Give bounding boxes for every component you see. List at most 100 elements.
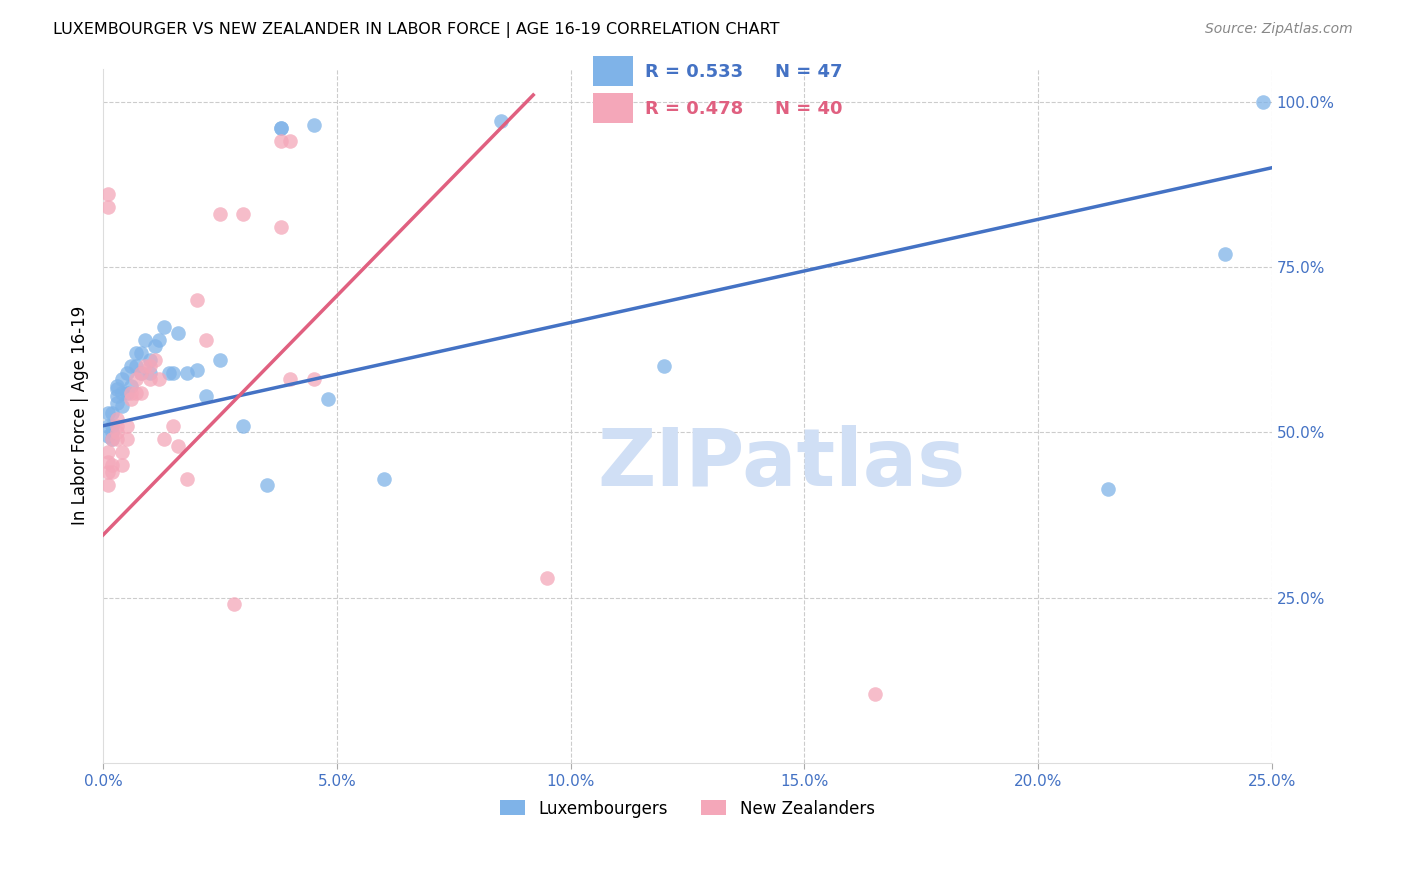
Point bbox=[120, 359, 142, 374]
Point bbox=[186, 362, 208, 376]
Point bbox=[270, 121, 292, 136]
Point bbox=[101, 458, 124, 473]
Point bbox=[111, 385, 134, 400]
Point bbox=[97, 405, 120, 419]
Point bbox=[120, 385, 142, 400]
Point bbox=[176, 366, 198, 380]
Point bbox=[139, 359, 162, 374]
Point bbox=[111, 372, 134, 386]
Point bbox=[125, 346, 148, 360]
Point bbox=[162, 366, 184, 380]
Point bbox=[208, 207, 231, 221]
Point bbox=[120, 392, 142, 407]
Point bbox=[111, 445, 134, 459]
Text: R = 0.533: R = 0.533 bbox=[645, 62, 744, 80]
Legend: Luxembourgers, New Zealanders: Luxembourgers, New Zealanders bbox=[494, 793, 882, 824]
Point bbox=[256, 478, 278, 492]
Point bbox=[125, 385, 148, 400]
Point bbox=[1097, 482, 1119, 496]
Point bbox=[101, 425, 124, 440]
Point bbox=[115, 432, 138, 446]
Point bbox=[153, 319, 176, 334]
Bar bbox=[593, 94, 633, 123]
Point bbox=[153, 432, 176, 446]
Point bbox=[316, 392, 339, 407]
Point bbox=[129, 366, 152, 380]
Point bbox=[186, 293, 208, 307]
Point bbox=[302, 372, 325, 386]
Point bbox=[652, 359, 675, 374]
Point bbox=[134, 333, 156, 347]
Point bbox=[302, 118, 325, 132]
Point bbox=[134, 359, 156, 374]
Point bbox=[222, 598, 245, 612]
Y-axis label: In Labor Force | Age 16-19: In Labor Force | Age 16-19 bbox=[72, 306, 89, 525]
Point bbox=[232, 418, 254, 433]
Text: N = 40: N = 40 bbox=[775, 100, 842, 118]
Point bbox=[111, 458, 134, 473]
Point bbox=[101, 465, 124, 479]
Point bbox=[157, 366, 180, 380]
Point bbox=[143, 352, 166, 367]
Point bbox=[120, 379, 142, 393]
Point bbox=[195, 333, 218, 347]
Point bbox=[115, 418, 138, 433]
Point bbox=[101, 432, 124, 446]
Point bbox=[105, 379, 128, 393]
Point bbox=[176, 472, 198, 486]
Point bbox=[139, 372, 162, 386]
Point bbox=[97, 455, 120, 469]
Point bbox=[125, 359, 148, 374]
Point bbox=[208, 352, 231, 367]
Text: ZIPatlas: ZIPatlas bbox=[598, 425, 965, 503]
Point bbox=[101, 432, 124, 446]
Point bbox=[536, 571, 558, 585]
Point bbox=[1213, 246, 1236, 260]
Point bbox=[148, 372, 170, 386]
Point bbox=[270, 121, 292, 136]
Point bbox=[105, 412, 128, 426]
Point bbox=[129, 366, 152, 380]
Point bbox=[97, 428, 120, 442]
Point bbox=[278, 134, 301, 148]
Point bbox=[105, 425, 128, 440]
Point bbox=[373, 472, 395, 486]
Point bbox=[162, 418, 184, 433]
Point bbox=[148, 333, 170, 347]
Point bbox=[105, 395, 128, 409]
Text: N = 47: N = 47 bbox=[775, 62, 842, 80]
Point bbox=[101, 405, 124, 419]
Point bbox=[105, 418, 128, 433]
Point bbox=[232, 207, 254, 221]
Point bbox=[97, 418, 120, 433]
Point bbox=[115, 385, 138, 400]
Point bbox=[167, 439, 190, 453]
Point bbox=[111, 399, 134, 413]
Point bbox=[270, 134, 292, 148]
Text: R = 0.478: R = 0.478 bbox=[645, 100, 744, 118]
Point bbox=[278, 372, 301, 386]
Point bbox=[97, 201, 120, 215]
Point bbox=[125, 372, 148, 386]
Text: LUXEMBOURGER VS NEW ZEALANDER IN LABOR FORCE | AGE 16-19 CORRELATION CHART: LUXEMBOURGER VS NEW ZEALANDER IN LABOR F… bbox=[53, 22, 780, 38]
Bar bbox=[593, 56, 633, 87]
Point bbox=[489, 114, 512, 128]
Point bbox=[129, 385, 152, 400]
Point bbox=[139, 352, 162, 367]
Point bbox=[101, 418, 124, 433]
Point bbox=[97, 478, 120, 492]
Point bbox=[97, 465, 120, 479]
Point bbox=[115, 366, 138, 380]
Point bbox=[1251, 95, 1274, 109]
Point bbox=[167, 326, 190, 340]
Point bbox=[105, 432, 128, 446]
Point bbox=[105, 383, 128, 397]
Text: Source: ZipAtlas.com: Source: ZipAtlas.com bbox=[1205, 22, 1353, 37]
Point bbox=[105, 389, 128, 403]
Point bbox=[863, 687, 886, 701]
Point bbox=[195, 389, 218, 403]
Point bbox=[129, 346, 152, 360]
Point bbox=[270, 220, 292, 235]
Point bbox=[143, 339, 166, 353]
Point bbox=[139, 366, 162, 380]
